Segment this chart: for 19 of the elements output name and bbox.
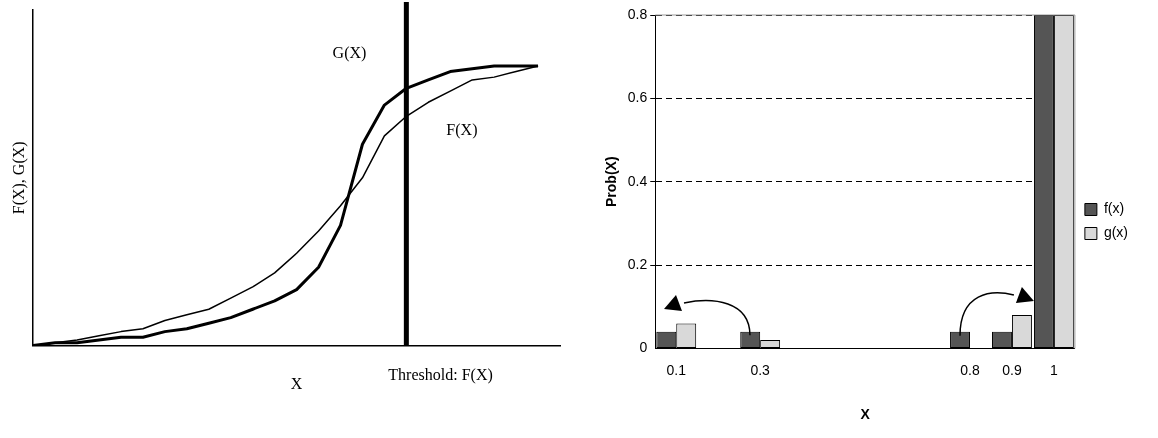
x-tick-label: 0.8 xyxy=(960,361,980,378)
legend-label: f(x) xyxy=(1103,200,1125,217)
x-tick-label: 0.1 xyxy=(666,361,687,378)
x-tick-label: 0.9 xyxy=(1002,361,1022,378)
y-tick-label: 0.2 xyxy=(627,255,648,272)
x-axis-title: X xyxy=(290,374,303,392)
text: G(X) xyxy=(332,43,367,62)
x-tick-label: 0.3 xyxy=(750,361,771,378)
y-tick-label: 0.8 xyxy=(627,5,648,22)
y-tick-label: 0.6 xyxy=(627,89,648,106)
y-axis-title: Prob(X) xyxy=(603,156,620,207)
x-tick-label: 1 xyxy=(1050,361,1059,378)
legend-label: g(x) xyxy=(1103,224,1129,241)
y-tick-label: 0 xyxy=(639,339,648,356)
text: Threshold: F(X) xyxy=(388,365,493,384)
series-label: F(X) xyxy=(446,121,478,140)
y-tick-label: 0.4 xyxy=(627,172,648,189)
y-axis-title: F(X), G(X) xyxy=(9,141,28,215)
x-axis-title: X xyxy=(860,406,871,423)
